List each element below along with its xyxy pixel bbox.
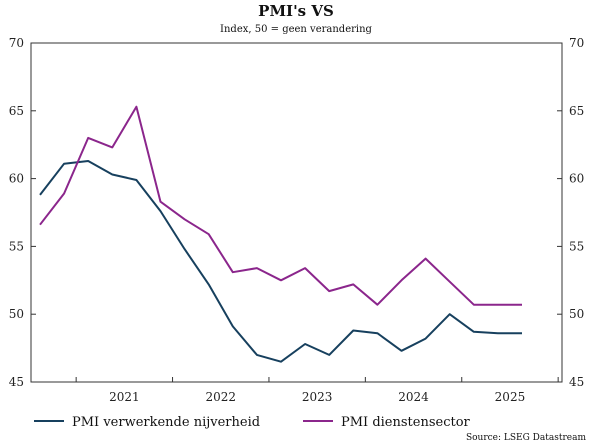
y-tick-label-left: 55 (9, 239, 24, 253)
ticks-layer: 45 45 50 50 55 55 60 60 65 65 70 70 2021 2022 2023 2024… (9, 36, 585, 404)
x-tick-label: 2025 (495, 390, 526, 404)
source-note: Source: LSEG Datastream (466, 433, 586, 442)
plot-frame (30, 42, 563, 383)
x-tick-label: 2022 (205, 390, 236, 404)
y-tick-label-left: 50 (9, 307, 24, 321)
x-tick-label: 2021 (109, 390, 140, 404)
chart-subtitle: Index, 50 = geen verandering (220, 24, 372, 35)
lines-layer (39, 105, 522, 363)
y-tick-label-left: 70 (9, 36, 24, 50)
y-tick-label-left: 65 (9, 104, 24, 118)
y-tick-label-right: 50 (569, 307, 584, 321)
series-line-1 (39, 105, 522, 306)
x-tick-label: 2024 (398, 390, 429, 404)
legend-label-services: PMI dienstensector (341, 415, 471, 430)
y-tick-label-right: 45 (569, 375, 584, 389)
y-tick-label-right: 55 (569, 239, 584, 253)
series-line-0 (39, 160, 522, 363)
chart-title: PMI's VS (258, 2, 334, 20)
y-tick-label-right: 60 (569, 172, 584, 186)
legend-label-manufacturing: PMI verwerkende nijverheid (72, 415, 260, 430)
y-tick-label-right: 70 (569, 36, 584, 50)
x-tick-label: 2023 (302, 390, 333, 404)
y-tick-label-left: 45 (9, 375, 24, 389)
y-tick-label-left: 60 (9, 172, 24, 186)
y-tick-label-right: 65 (569, 104, 584, 118)
